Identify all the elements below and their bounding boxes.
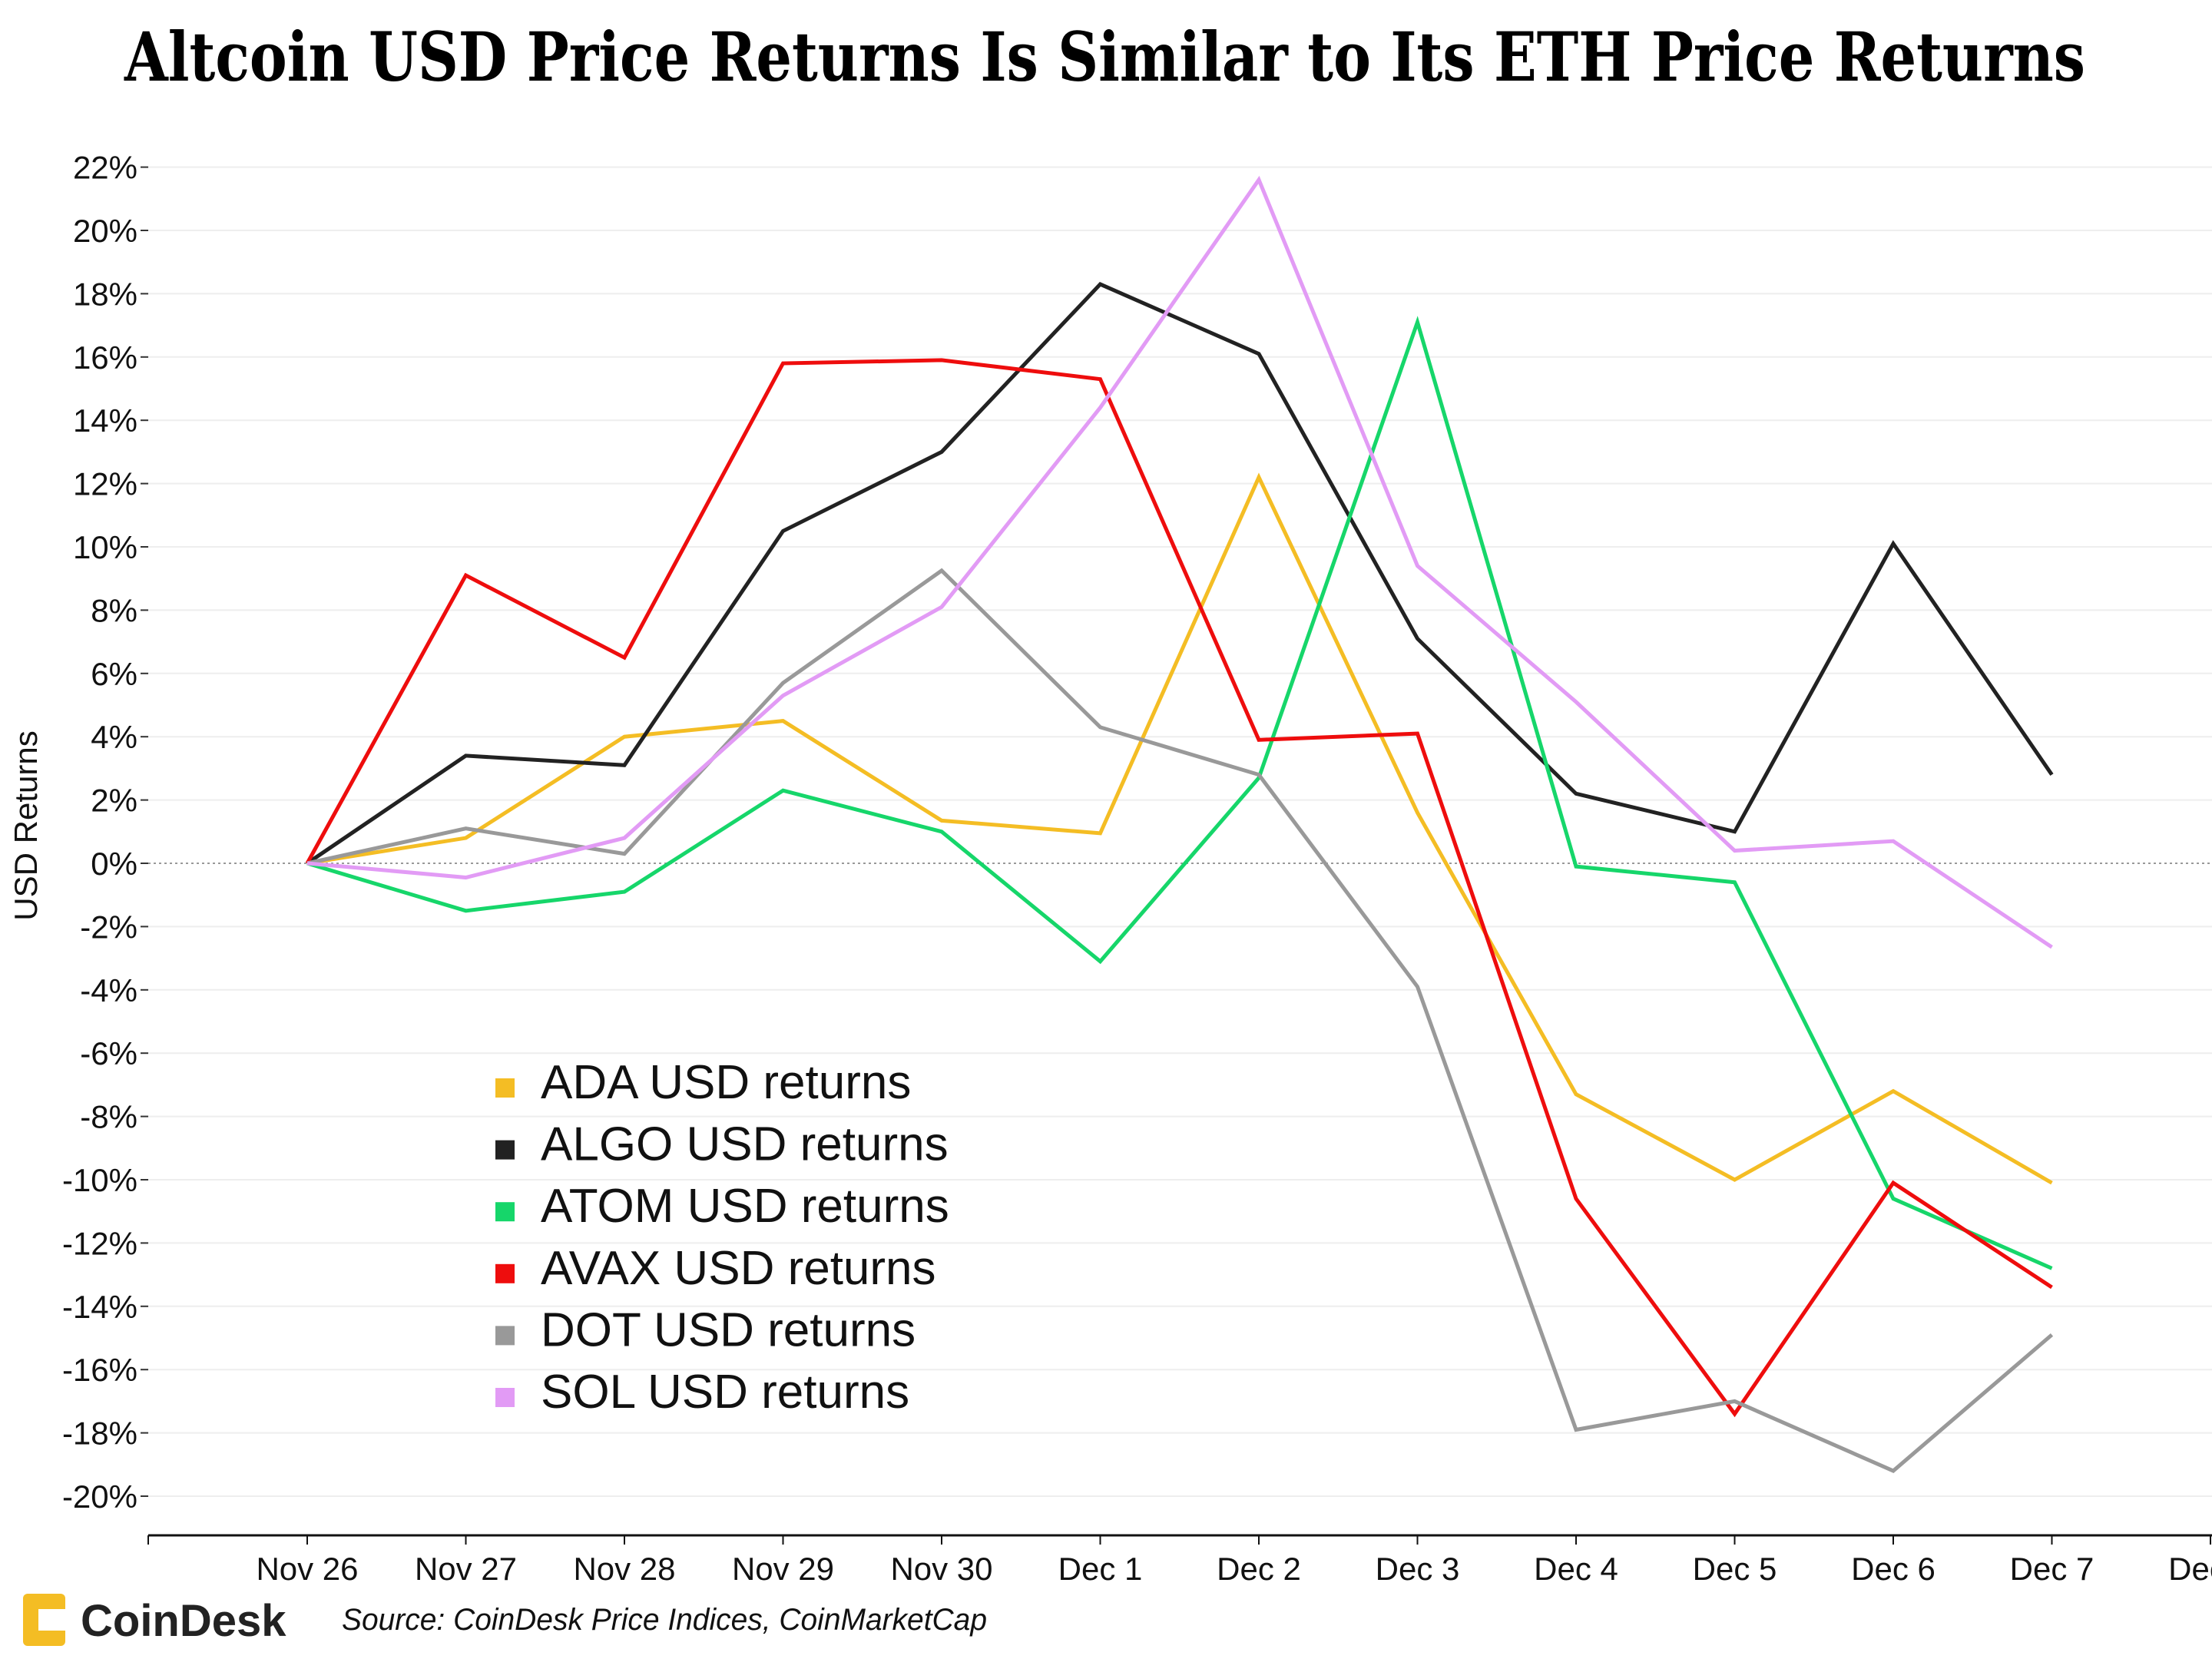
series-lines [305, 175, 2054, 1473]
legend-label: DOT USD returns [541, 1303, 916, 1356]
legend-swatch [495, 1202, 515, 1222]
legend-label: ALGO USD returns [541, 1118, 949, 1171]
y-tick-label: 12% [73, 466, 137, 502]
x-tick-label: Dec 5 [1693, 1551, 1777, 1587]
y-tick-label: 8% [91, 592, 137, 628]
x-tick-label: Dec 4 [1534, 1551, 1618, 1587]
y-tick-label: -8% [80, 1099, 137, 1135]
x-tick-label: Dec 2 [1217, 1551, 1301, 1587]
series-line-sol [306, 175, 2053, 949]
legend-swatch [495, 1263, 515, 1283]
x-tick-label: Dec 1 [1058, 1551, 1143, 1587]
x-tick-label: Nov 30 [890, 1551, 992, 1587]
series-line-dot [306, 568, 2054, 1473]
series-line-ada [306, 472, 2053, 1185]
y-tick-label: 6% [91, 656, 137, 692]
y-tick-label: -4% [80, 972, 137, 1008]
y-axis: 22% 20% 18% 16% 14% 12% 10% 8% 6% 4% 2% 0% -2% -4% -6%… [62, 150, 148, 1515]
y-tick-label: -20% [62, 1479, 137, 1515]
y-tick-label: -18% [62, 1416, 137, 1452]
legend: ADA USD returns ALGO USD returns ATOM USD … [495, 1056, 949, 1419]
y-tick-label: -6% [80, 1035, 137, 1071]
y-tick-label: -14% [62, 1289, 137, 1325]
legend-label: ATOM USD returns [541, 1180, 949, 1233]
x-tick-label: Dec 7 [2010, 1551, 2094, 1587]
y-tick-label: 20% [73, 213, 137, 249]
x-tick-label: Dec 8 [2168, 1551, 2212, 1587]
coindesk-logo-text: CoinDesk [81, 1596, 286, 1646]
y-tick-label: 10% [73, 529, 137, 565]
y-tick-label: 18% [73, 276, 137, 312]
y-axis-label: USD Returns [8, 730, 44, 920]
legend-label: AVAX USD returns [541, 1242, 936, 1295]
y-tick-label: 2% [91, 783, 137, 819]
legend-swatch [495, 1140, 515, 1160]
y-tick-label: 0% [91, 846, 137, 882]
y-tick-label: -16% [62, 1352, 137, 1388]
x-tick-label: Dec 3 [1376, 1551, 1460, 1587]
x-tick-label: Nov 29 [732, 1551, 834, 1587]
source-note: Source: CoinDesk Price Indices, CoinMark… [342, 1603, 987, 1637]
y-tick-label: 14% [73, 402, 137, 439]
legend-swatch [495, 1078, 515, 1098]
y-tick-label: 4% [91, 719, 137, 755]
x-tick-label: Nov 26 [256, 1551, 358, 1587]
legend-swatch [495, 1388, 515, 1407]
y-tick-label: 16% [73, 339, 137, 376]
series-line-atom [306, 316, 2053, 1270]
gridlines [148, 166, 2212, 1497]
series-line-avax [305, 358, 2053, 1418]
y-tick-label: -10% [62, 1162, 137, 1198]
legend-label: SOL USD returns [541, 1366, 909, 1419]
coindesk-logo: CoinDesk [23, 1594, 286, 1646]
legend-label: ADA USD returns [541, 1056, 911, 1109]
x-axis: Nov 26 Nov 27 Nov 28 Nov 29 Nov 30 Dec 1 Dec 2… [147, 1534, 2212, 1587]
chart-title: Altcoin USD Price Returns Is Similar to … [124, 17, 2085, 97]
legend-swatch [495, 1326, 515, 1346]
x-tick-label: Dec 6 [1851, 1551, 1936, 1587]
y-tick-label: -2% [80, 909, 137, 945]
x-tick-label: Nov 27 [415, 1551, 517, 1587]
y-tick-label: 22% [73, 150, 137, 186]
x-tick-label: Nov 28 [573, 1551, 675, 1587]
y-tick-label: -12% [62, 1225, 137, 1261]
series-line-algo [306, 282, 2054, 866]
